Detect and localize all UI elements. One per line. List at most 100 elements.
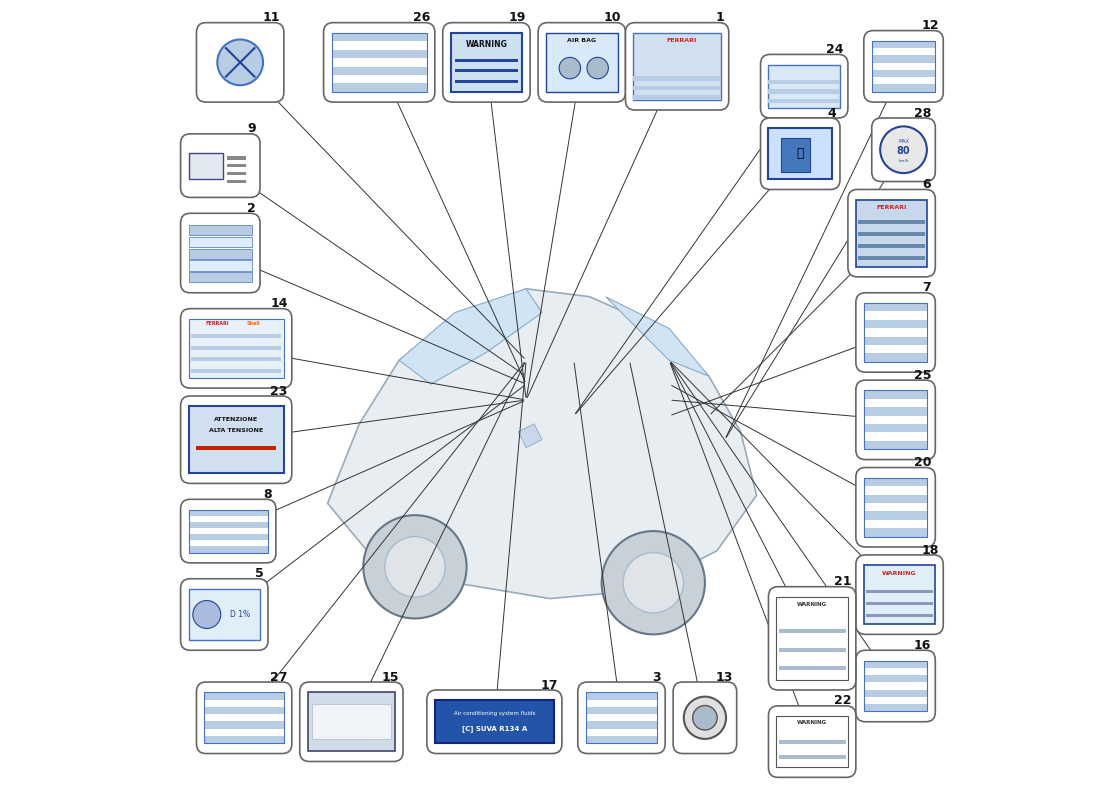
FancyBboxPatch shape — [300, 682, 403, 762]
Text: 1995: 1995 — [513, 439, 587, 488]
Text: 13: 13 — [715, 670, 733, 684]
Polygon shape — [399, 289, 542, 384]
FancyBboxPatch shape — [856, 380, 935, 459]
Circle shape — [684, 697, 726, 739]
Circle shape — [385, 537, 446, 597]
Bar — [779, 647, 846, 651]
Bar — [586, 736, 658, 743]
Bar — [864, 320, 927, 328]
Text: 17: 17 — [540, 678, 558, 691]
Bar — [188, 522, 268, 528]
Bar — [769, 65, 840, 108]
FancyBboxPatch shape — [538, 22, 626, 102]
FancyBboxPatch shape — [197, 682, 292, 754]
FancyBboxPatch shape — [760, 54, 848, 118]
Bar — [866, 590, 933, 594]
FancyBboxPatch shape — [442, 22, 530, 102]
Bar — [769, 98, 840, 103]
FancyBboxPatch shape — [856, 650, 935, 722]
Text: FERRARI: FERRARI — [206, 321, 229, 326]
Bar — [864, 494, 927, 503]
Text: 27: 27 — [271, 670, 288, 684]
Circle shape — [363, 515, 466, 618]
FancyBboxPatch shape — [673, 682, 737, 754]
Bar — [188, 272, 252, 282]
Bar — [864, 566, 935, 624]
Text: 25: 25 — [914, 369, 932, 382]
Text: 24: 24 — [826, 43, 844, 56]
Bar — [188, 534, 268, 540]
Text: Air conditioning system fluids: Air conditioning system fluids — [453, 711, 535, 716]
Text: 9: 9 — [248, 122, 256, 135]
FancyBboxPatch shape — [180, 396, 292, 483]
Text: Shell: Shell — [246, 321, 260, 326]
Bar — [856, 200, 927, 266]
Bar — [331, 33, 427, 92]
Text: 3: 3 — [652, 670, 661, 684]
Bar — [864, 441, 927, 450]
Text: 5: 5 — [255, 567, 264, 580]
Bar — [866, 602, 933, 606]
Bar — [779, 755, 846, 759]
Bar — [454, 80, 518, 83]
Bar — [634, 95, 720, 100]
Bar — [864, 661, 927, 711]
Text: 15: 15 — [382, 670, 399, 684]
Text: 20: 20 — [914, 456, 932, 469]
Bar — [634, 86, 720, 90]
Circle shape — [693, 706, 717, 730]
Bar — [191, 358, 282, 362]
Text: D 1%: D 1% — [230, 610, 250, 619]
Text: 23: 23 — [271, 385, 288, 398]
Bar — [769, 128, 832, 179]
Bar — [188, 237, 252, 247]
Bar — [205, 692, 284, 743]
FancyBboxPatch shape — [856, 293, 935, 372]
Bar — [197, 446, 276, 450]
Text: 21: 21 — [835, 575, 851, 588]
Text: 18: 18 — [922, 543, 939, 557]
FancyBboxPatch shape — [848, 190, 935, 277]
Text: 11: 11 — [263, 11, 279, 24]
Text: WARNING: WARNING — [882, 570, 917, 576]
Bar — [586, 722, 658, 729]
Bar — [864, 478, 927, 537]
Bar — [191, 334, 282, 338]
FancyBboxPatch shape — [626, 22, 728, 110]
Text: 12: 12 — [922, 19, 939, 32]
Bar — [864, 424, 927, 433]
Text: [C] SUVA R134 A: [C] SUVA R134 A — [462, 725, 527, 732]
Circle shape — [880, 126, 927, 173]
Text: MAX: MAX — [898, 139, 909, 144]
Bar — [188, 319, 284, 378]
Bar — [866, 614, 933, 617]
Bar — [864, 478, 927, 486]
Circle shape — [602, 531, 705, 634]
Bar — [864, 303, 927, 362]
Bar — [769, 80, 840, 85]
Bar — [188, 153, 223, 178]
Bar — [864, 690, 927, 697]
Bar — [777, 597, 848, 680]
Bar — [858, 244, 925, 248]
Text: 10: 10 — [604, 11, 622, 24]
FancyBboxPatch shape — [180, 578, 268, 650]
Bar — [451, 33, 522, 92]
FancyBboxPatch shape — [427, 690, 562, 754]
Bar — [864, 511, 927, 520]
Bar — [331, 66, 427, 75]
Circle shape — [192, 601, 221, 629]
FancyBboxPatch shape — [180, 309, 292, 388]
Bar — [779, 630, 846, 634]
Bar — [872, 41, 935, 92]
Text: 6: 6 — [923, 178, 932, 191]
Bar — [546, 33, 617, 92]
Text: 28: 28 — [914, 106, 932, 119]
Bar — [864, 528, 927, 537]
Bar — [864, 407, 927, 416]
Bar — [634, 33, 720, 100]
Bar — [188, 589, 260, 640]
Text: FERRARI: FERRARI — [667, 38, 697, 43]
FancyBboxPatch shape — [856, 467, 935, 547]
Bar — [779, 666, 846, 670]
